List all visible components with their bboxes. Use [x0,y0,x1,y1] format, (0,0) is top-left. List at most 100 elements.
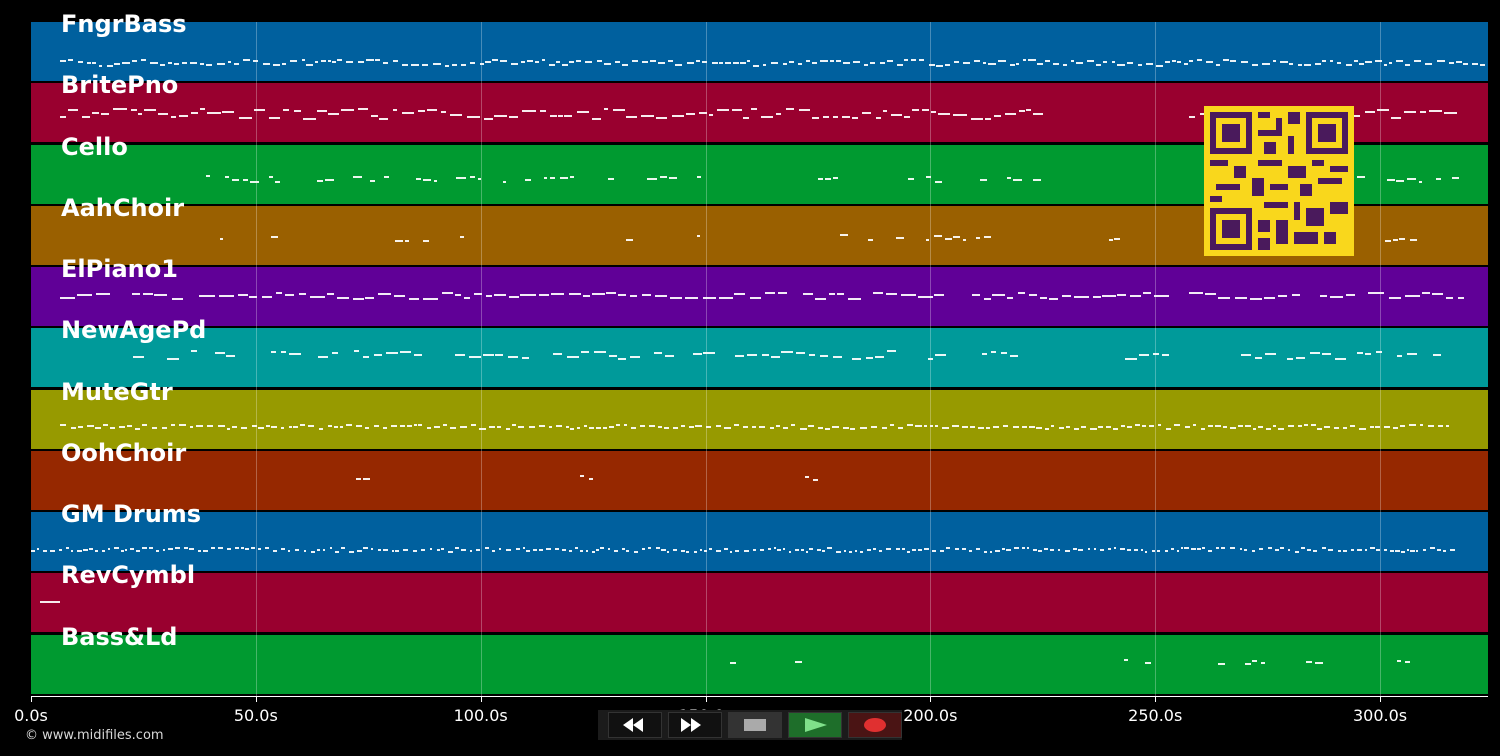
midi-note [301,59,305,61]
midi-note [968,550,973,552]
midi-note [783,427,789,429]
midi-note [39,601,60,603]
midi-note [911,59,916,61]
midi-note [1229,547,1235,549]
midi-note [400,351,412,353]
midi-note [995,550,1000,552]
midi-note [843,550,846,552]
midi-note [1431,293,1444,295]
midi-note [1350,425,1355,427]
midi-note [802,293,814,295]
midi-note [520,61,525,63]
midi-note [253,109,265,111]
midi-note [482,354,494,356]
midi-note [219,295,235,297]
midi-note [539,425,545,427]
midi-note [60,116,66,118]
midi-note [985,427,991,429]
midi-note [891,114,903,116]
midi-note [390,425,397,427]
midi-note [1364,549,1367,551]
midi-note [31,550,36,552]
midi-note [242,179,249,181]
midi-note [730,551,733,553]
midi-note [549,64,555,66]
midi-note [1065,426,1071,428]
midi-note [251,425,257,427]
record-button[interactable] [848,712,902,738]
midi-note [217,425,225,427]
midi-note [1403,111,1417,113]
midi-note [328,113,340,115]
midi-note [873,292,884,294]
midi-note [327,425,332,427]
midi-note [600,547,605,549]
midi-note [199,295,215,297]
midi-note [569,176,575,178]
midi-note [935,181,943,183]
midi-note [591,293,605,295]
midi-note [1145,662,1152,664]
midi-note [812,62,817,64]
midi-note [697,176,702,178]
midi-note [1033,549,1037,551]
midi-note [1050,549,1055,551]
play-button[interactable] [788,712,842,738]
midi-note [505,428,511,430]
midi-note [1216,64,1221,66]
midi-note [353,298,365,300]
midi-note [1313,550,1318,552]
midi-note [731,109,742,111]
midi-note [383,549,388,551]
midi-note [154,294,167,296]
midi-note [906,551,911,553]
midi-note [37,548,40,550]
midi-note [522,547,526,549]
midi-note [357,61,364,63]
fast-forward-button[interactable] [668,712,722,738]
midi-note [1100,549,1105,551]
midi-note [1215,425,1221,427]
midi-note [597,60,603,62]
midi-note [1098,426,1103,428]
midi-note [275,292,283,294]
midi-note [542,59,546,61]
track-notes [31,451,1488,510]
midi-note [1432,354,1441,356]
midi-note [771,62,779,64]
midi-note [257,427,265,429]
midi-note [1181,547,1184,549]
midi-note [189,548,194,550]
midi-note [704,550,707,552]
midi-note [778,292,788,294]
midi-note [483,118,494,120]
stop-button[interactable] [728,712,782,738]
midi-note [605,292,617,294]
midi-note [1176,550,1179,552]
midi-note [131,109,137,111]
midi-note [235,547,239,549]
midi-note [851,117,858,119]
midi-note [630,427,637,429]
midi-note [469,176,476,178]
midi-note [1457,297,1464,299]
midi-note [148,547,154,549]
midi-note [526,550,531,552]
midi-note [60,297,75,299]
rewind-button[interactable] [608,712,662,738]
midi-note [515,548,521,550]
midi-note [520,294,537,296]
midi-note [1383,426,1390,428]
midi-note [273,550,277,552]
track-lane: ElPiano1 [31,255,1488,326]
midi-note [527,60,534,62]
midi-note [842,116,850,118]
midi-note [907,178,914,180]
midi-note [340,547,345,549]
midi-note [1311,424,1316,426]
midi-note [609,355,618,357]
midi-note [413,424,417,426]
midi-note [708,114,713,116]
midi-note [641,548,645,550]
midi-note [299,293,307,295]
